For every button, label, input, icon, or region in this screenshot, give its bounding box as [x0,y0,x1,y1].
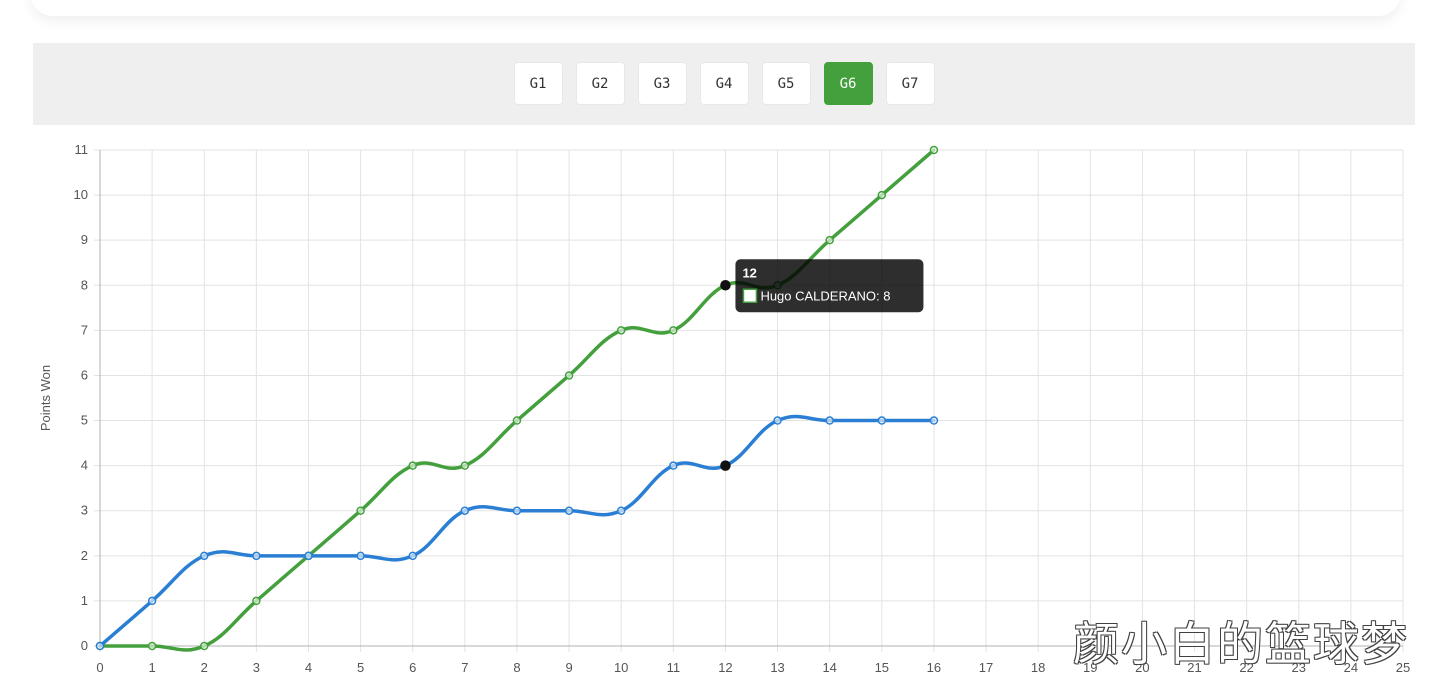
series-point-1 [929,416,939,425]
series-point-1 [147,596,157,606]
x-tick-label: 11 [667,660,681,675]
tab-g3[interactable]: G3 [637,62,687,105]
series-point-1 [304,551,313,561]
series-point-1 [669,461,678,470]
y-tick-label: 2 [81,548,88,563]
x-tick-label: 8 [513,660,520,675]
x-tick-label: 12 [718,660,732,675]
x-tick-label: 5 [357,660,364,675]
tooltip-color-swatch [742,288,758,304]
tab-g2[interactable]: G2 [575,62,625,105]
y-tick-label: 9 [81,232,88,247]
series-point-0 [669,326,678,335]
series-point-0 [199,641,209,651]
tab-g1[interactable]: G1 [513,62,563,105]
x-tick-label: 13 [770,660,784,675]
x-tick-label: 4 [305,660,312,675]
x-tick-label: 2 [201,660,208,675]
x-tick-label: 3 [253,660,260,675]
y-tick-label: 1 [81,593,88,608]
top-card-shadow [30,0,1401,16]
series-point-1 [825,416,834,425]
x-tick-label: 21 [1187,660,1201,675]
x-tick-label: 18 [1031,660,1045,675]
x-tick-label: 22 [1239,660,1253,675]
y-tick-label: 10 [74,187,88,202]
series-point-0 [825,235,834,245]
series-point-1 [877,416,887,425]
game-selector-bar: G1 G2 G3 G4 G5 G6 G7 [33,43,1415,125]
watermark-text: 颜小白的篮球梦 [1073,617,1409,671]
x-tick-label: 23 [1292,660,1306,675]
series-point-0 [408,461,417,470]
tab-g4[interactable]: G4 [699,62,749,105]
y-tick-label: 7 [81,322,88,337]
series-point-1 [773,416,782,425]
x-tick-label: 24 [1344,660,1358,675]
y-tick-label: 3 [81,503,88,518]
y-tick-label: 5 [81,413,88,428]
tab-g5[interactable]: G5 [761,62,811,105]
series-point-1 [356,551,365,561]
game-tabs: G1 G2 G3 G4 G5 G6 G7 [33,62,1415,105]
series-point-1 [616,506,626,515]
series-point-1 [95,641,105,651]
series-point-0 [252,596,261,606]
series-point-0 [147,641,157,651]
series-point-0 [512,416,522,425]
y-tick-label: 6 [81,367,88,382]
series-point-0 [564,371,574,380]
series-point-0 [929,145,939,155]
x-tick-label: 17 [979,660,993,675]
series-point-0 [720,280,731,291]
y-tick-label: 0 [81,638,88,653]
x-tick-label: 15 [875,660,889,675]
series-point-1 [252,551,261,561]
y-tick-label: 8 [81,277,88,292]
x-tick-label: 19 [1083,660,1097,675]
series-point-1 [408,551,417,561]
x-tick-label: 10 [614,660,628,675]
points-won-line-chart: 0 1 2 3 4 5 6 7 8 9 10 11 12 13 14 15 16 17 18 19 20 21 22 23 24… [38,142,1410,675]
tab-g6[interactable]: G6 [823,62,873,105]
y-tick-label: 4 [81,458,88,473]
x-tick-label: 20 [1135,660,1149,675]
x-tick-label: 25 [1396,660,1410,675]
series-point-1 [720,460,731,471]
x-tick-label: 7 [461,660,468,675]
series-point-0 [616,326,626,335]
series-point-1 [460,506,470,515]
series-point-1 [512,506,522,515]
tooltip-title: 12 [742,265,756,280]
tooltip-box [735,259,924,313]
series-point-0 [877,190,887,200]
series-point-0 [460,461,470,470]
series-point-1 [199,551,209,561]
tooltip-label: Hugo CALDERANO: 8 [760,288,890,303]
x-tick-label: 14 [822,660,836,675]
series-point-0 [356,506,365,515]
tab-g7[interactable]: G7 [885,62,935,105]
x-tick-label: 1 [149,660,156,675]
y-axis-title: Points Won [38,365,53,431]
x-tick-label: 16 [927,660,941,675]
x-tick-label: 6 [409,660,416,675]
series-point-1 [564,506,574,515]
x-tick-label: 0 [96,660,103,675]
y-tick-label: 11 [75,142,89,157]
x-tick-label: 9 [565,660,572,675]
